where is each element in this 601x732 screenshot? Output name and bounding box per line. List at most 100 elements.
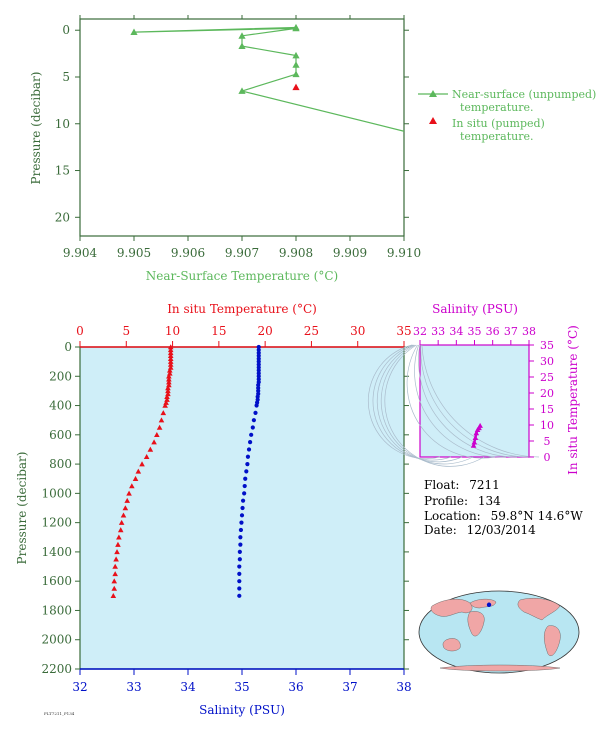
ts-point bbox=[472, 435, 479, 441]
temperature-tick-label: 0 bbox=[76, 324, 84, 338]
salinity-point bbox=[253, 410, 258, 415]
salinity-point bbox=[237, 571, 242, 576]
salinity-point bbox=[237, 549, 242, 555]
profile-y-label: Pressure (decibar) bbox=[15, 452, 29, 565]
x-tick-label: 9.909 bbox=[333, 246, 367, 260]
float-location-marker bbox=[486, 602, 492, 607]
temperature-point bbox=[111, 585, 118, 591]
y-tick-label: 20 bbox=[55, 210, 70, 224]
legend-label-in-situ: In situ (pumped) temperature. bbox=[452, 117, 548, 143]
x-tick-label: 9.904 bbox=[63, 246, 98, 260]
temperature-tick-label: 15 bbox=[211, 324, 226, 338]
temperature-point bbox=[166, 373, 172, 379]
near-surface-x-axis: 9.904 9.905 9.906 9.907 9.908 9.909 9.910 bbox=[63, 15, 421, 260]
temperature-point bbox=[167, 355, 174, 361]
temperature-point bbox=[112, 563, 118, 569]
x-tick-label: 9.905 bbox=[117, 246, 151, 260]
temperature-tick-label: 35 bbox=[396, 324, 411, 338]
salinity-point bbox=[237, 564, 242, 569]
footer-label: FLT7211_P134 bbox=[44, 711, 75, 716]
ts-point bbox=[477, 422, 483, 428]
temperature-point bbox=[118, 519, 125, 525]
ts-point bbox=[471, 439, 478, 445]
salinity-point bbox=[256, 377, 261, 382]
ts-x-tick-label: 32 bbox=[413, 325, 427, 338]
ts-x-tick-label: 37 bbox=[504, 325, 518, 338]
ts-x-tick-label: 38 bbox=[522, 325, 536, 338]
temperature-point bbox=[158, 417, 165, 423]
density-contour bbox=[406, 344, 496, 459]
salinity-point bbox=[239, 520, 244, 525]
float-info-row: Float: 7211 bbox=[424, 478, 500, 492]
pressure-tick-label: 2000 bbox=[41, 633, 72, 647]
x-tick-label: 9.907 bbox=[225, 246, 259, 260]
salinity-point bbox=[239, 513, 245, 518]
profile-value: 134 bbox=[477, 494, 501, 508]
ts-y-tick-label: 30 bbox=[540, 355, 554, 368]
near-surface-series bbox=[130, 23, 405, 132]
salinity-point bbox=[256, 388, 261, 394]
salinity-point bbox=[256, 344, 261, 350]
pressure-tick-label: 400 bbox=[49, 399, 72, 413]
salinity-point bbox=[256, 385, 261, 391]
temperature-point bbox=[167, 361, 174, 367]
temperature-point bbox=[115, 541, 121, 547]
salinity-point bbox=[251, 418, 256, 423]
near-surface-point bbox=[130, 28, 138, 35]
temperature-point bbox=[151, 439, 157, 445]
density-contour bbox=[384, 344, 485, 467]
temperature-point bbox=[166, 370, 173, 376]
salinity-tick-label: 34 bbox=[180, 680, 196, 694]
temperature-tick-label: 30 bbox=[350, 324, 365, 338]
ts-salinity-axis: 32 33 34 35 36 37 38 bbox=[413, 325, 536, 345]
ts-point bbox=[473, 430, 480, 436]
temperature-point bbox=[163, 399, 169, 405]
ts-x-tick-label: 34 bbox=[449, 325, 463, 338]
salinity-point bbox=[256, 374, 261, 379]
salinity-point bbox=[256, 353, 261, 358]
near-surface-point bbox=[292, 24, 300, 32]
salinity-point bbox=[254, 403, 259, 408]
profile-panel: 32 33 34 35 36 37 38 0 5 10 15 20 25 30 35 0 200 400 600… bbox=[15, 302, 412, 717]
density-contour bbox=[420, 344, 529, 458]
salinity-point bbox=[238, 527, 244, 533]
temperature-point bbox=[132, 475, 139, 481]
temperature-point bbox=[110, 593, 117, 599]
near-surface-plot-area bbox=[79, 18, 405, 237]
temperature-point bbox=[139, 461, 145, 467]
temperature-point bbox=[117, 527, 124, 533]
temperature-point bbox=[135, 468, 142, 474]
map-land-asia bbox=[430, 599, 473, 617]
ts-y-tick-label: 15 bbox=[540, 403, 554, 416]
pressure-tick-label: 1800 bbox=[41, 603, 72, 617]
temperature-point bbox=[129, 483, 135, 489]
ts-x-label: Salinity (PSU) bbox=[432, 302, 518, 316]
pressure-tick-label: 600 bbox=[49, 428, 72, 442]
density-contour bbox=[372, 344, 452, 461]
salinity-tick-label: 37 bbox=[342, 680, 357, 694]
salinity-point bbox=[256, 365, 261, 370]
near-surface-point bbox=[292, 51, 300, 59]
ts-y-tick-label: 20 bbox=[540, 387, 554, 400]
in-situ-point bbox=[292, 83, 300, 91]
world-map bbox=[418, 590, 580, 674]
salinity-point bbox=[256, 362, 261, 367]
temperature-point bbox=[112, 571, 118, 577]
temperature-point bbox=[162, 402, 168, 408]
temperature-point bbox=[116, 534, 122, 540]
profile-info-row: Profile: 134 bbox=[424, 494, 501, 508]
salinity-point bbox=[249, 432, 254, 437]
pressure-tick-label: 0 bbox=[64, 340, 72, 354]
map-land-australia bbox=[442, 638, 461, 652]
near-surface-y-axis: 0 5 10 15 20 bbox=[55, 23, 409, 224]
salinity-point bbox=[246, 447, 252, 452]
legend-label-in-situ-line2: temperature. bbox=[460, 130, 534, 143]
density-contour bbox=[376, 344, 463, 463]
temperature-point bbox=[166, 367, 173, 373]
salinity-point bbox=[242, 483, 247, 489]
temperature-point bbox=[167, 347, 174, 353]
temperature-point bbox=[154, 432, 160, 438]
legend-marker-near-surface bbox=[429, 90, 437, 97]
near-surface-point bbox=[238, 32, 246, 39]
